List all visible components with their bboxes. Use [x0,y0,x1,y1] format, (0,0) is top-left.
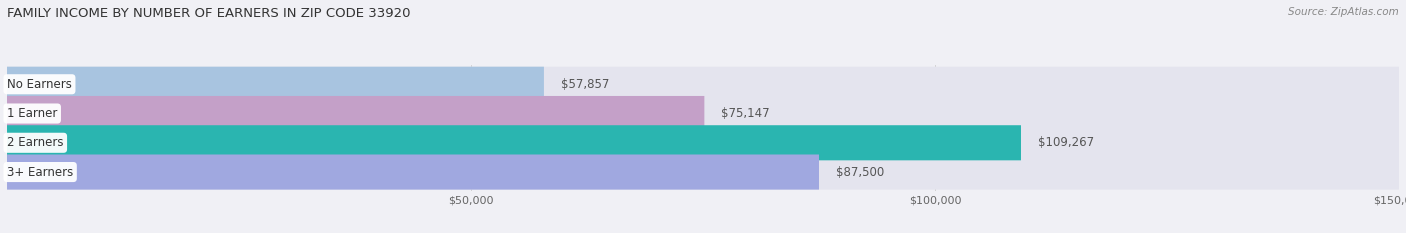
FancyBboxPatch shape [7,125,1399,160]
FancyBboxPatch shape [7,154,1399,190]
Text: 3+ Earners: 3+ Earners [7,165,73,178]
Text: $87,500: $87,500 [835,165,884,178]
FancyBboxPatch shape [7,96,1399,131]
Text: $75,147: $75,147 [721,107,769,120]
Text: No Earners: No Earners [7,78,72,91]
FancyBboxPatch shape [7,67,1399,102]
FancyBboxPatch shape [7,154,818,190]
Text: 2 Earners: 2 Earners [7,136,63,149]
Text: 1 Earner: 1 Earner [7,107,58,120]
Text: $57,857: $57,857 [561,78,609,91]
FancyBboxPatch shape [7,125,1021,160]
Text: Source: ZipAtlas.com: Source: ZipAtlas.com [1288,7,1399,17]
Text: FAMILY INCOME BY NUMBER OF EARNERS IN ZIP CODE 33920: FAMILY INCOME BY NUMBER OF EARNERS IN ZI… [7,7,411,20]
Text: $109,267: $109,267 [1038,136,1094,149]
FancyBboxPatch shape [7,67,544,102]
FancyBboxPatch shape [7,96,704,131]
